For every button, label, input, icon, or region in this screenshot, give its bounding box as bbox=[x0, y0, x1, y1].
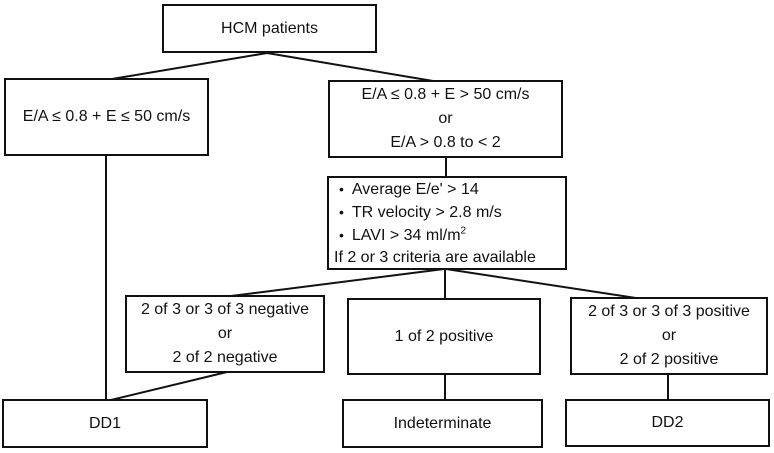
criteria-item: • TR velocity > 2.8 m/s bbox=[334, 201, 502, 224]
node-ea-mid: E/A ≤ 0.8 + E > 50 cm/s or E/A > 0.8 to … bbox=[328, 80, 563, 158]
criteria-item: • LAVI > 34 ml/m2 bbox=[334, 224, 466, 247]
node-indeterminate: Indeterminate bbox=[342, 399, 543, 448]
node-negative-line3: 2 of 2 negative bbox=[172, 349, 278, 366]
criteria-item-text: TR velocity > 2.8 m/s bbox=[351, 204, 502, 221]
node-dd1-label: DD1 bbox=[88, 414, 121, 432]
node-hcm-patients: HCM patients bbox=[162, 4, 377, 53]
connector-hcm-to-ea-mid bbox=[266, 52, 434, 82]
criteria-item: • Average E/e' > 14 bbox=[334, 178, 479, 201]
bullet-icon: • bbox=[339, 227, 344, 243]
node-dd1: DD1 bbox=[2, 399, 208, 448]
criteria-item-text: Average E/e' > 14 bbox=[351, 181, 479, 198]
node-negative-result: 2 of 3 or 3 of 3 negative or 2 of 2 nega… bbox=[125, 295, 325, 373]
criteria-footer: If 2 or 3 criteria are available bbox=[334, 249, 536, 266]
node-ea-low-label: E/A ≤ 0.8 + E ≤ 50 cm/s bbox=[22, 108, 191, 125]
node-ea-low: E/A ≤ 0.8 + E ≤ 50 cm/s bbox=[4, 78, 209, 156]
criteria-item-text: LAVI > 34 ml/m2 bbox=[351, 225, 467, 244]
node-one-of-two-positive-label: 1 of 2 positive bbox=[394, 327, 494, 345]
connector-criteria-to-positive bbox=[445, 268, 637, 299]
connector-negative-to-dd1 bbox=[110, 371, 228, 401]
bullet-icon: • bbox=[339, 181, 344, 197]
node-positive-result: 2 of 3 or 3 of 3 positive or 2 of 2 posi… bbox=[570, 297, 768, 375]
node-dd2: DD2 bbox=[565, 399, 770, 447]
criteria-item-superscript: 2 bbox=[460, 225, 467, 237]
node-indeterminate-label: Indeterminate bbox=[393, 414, 492, 432]
node-positive-line2: or bbox=[661, 327, 677, 344]
bullet-icon: • bbox=[339, 204, 344, 220]
node-hcm-patients-label: HCM patients bbox=[221, 19, 318, 37]
node-one-of-two-positive: 1 of 2 positive bbox=[347, 298, 541, 375]
node-additional-criteria: • Average E/e' > 14 • TR velocity > 2.8 … bbox=[327, 176, 567, 270]
node-negative-line1: 2 of 3 or 3 of 3 negative bbox=[140, 301, 310, 318]
node-positive-line3: 2 of 2 positive bbox=[619, 351, 719, 368]
node-ea-mid-line1: E/A ≤ 0.8 + E > 50 cm/s bbox=[361, 86, 530, 103]
node-ea-mid-line3: E/A > 0.8 to < 2 bbox=[390, 134, 501, 151]
connector-hcm-to-ea-low bbox=[111, 52, 268, 80]
node-ea-mid-line2: or bbox=[438, 110, 453, 127]
node-negative-line2: or bbox=[217, 325, 233, 342]
connector-criteria-to-negative bbox=[230, 268, 445, 297]
node-positive-line1: 2 of 3 or 3 of 3 positive bbox=[588, 303, 750, 320]
node-dd2-label: DD2 bbox=[651, 414, 684, 431]
